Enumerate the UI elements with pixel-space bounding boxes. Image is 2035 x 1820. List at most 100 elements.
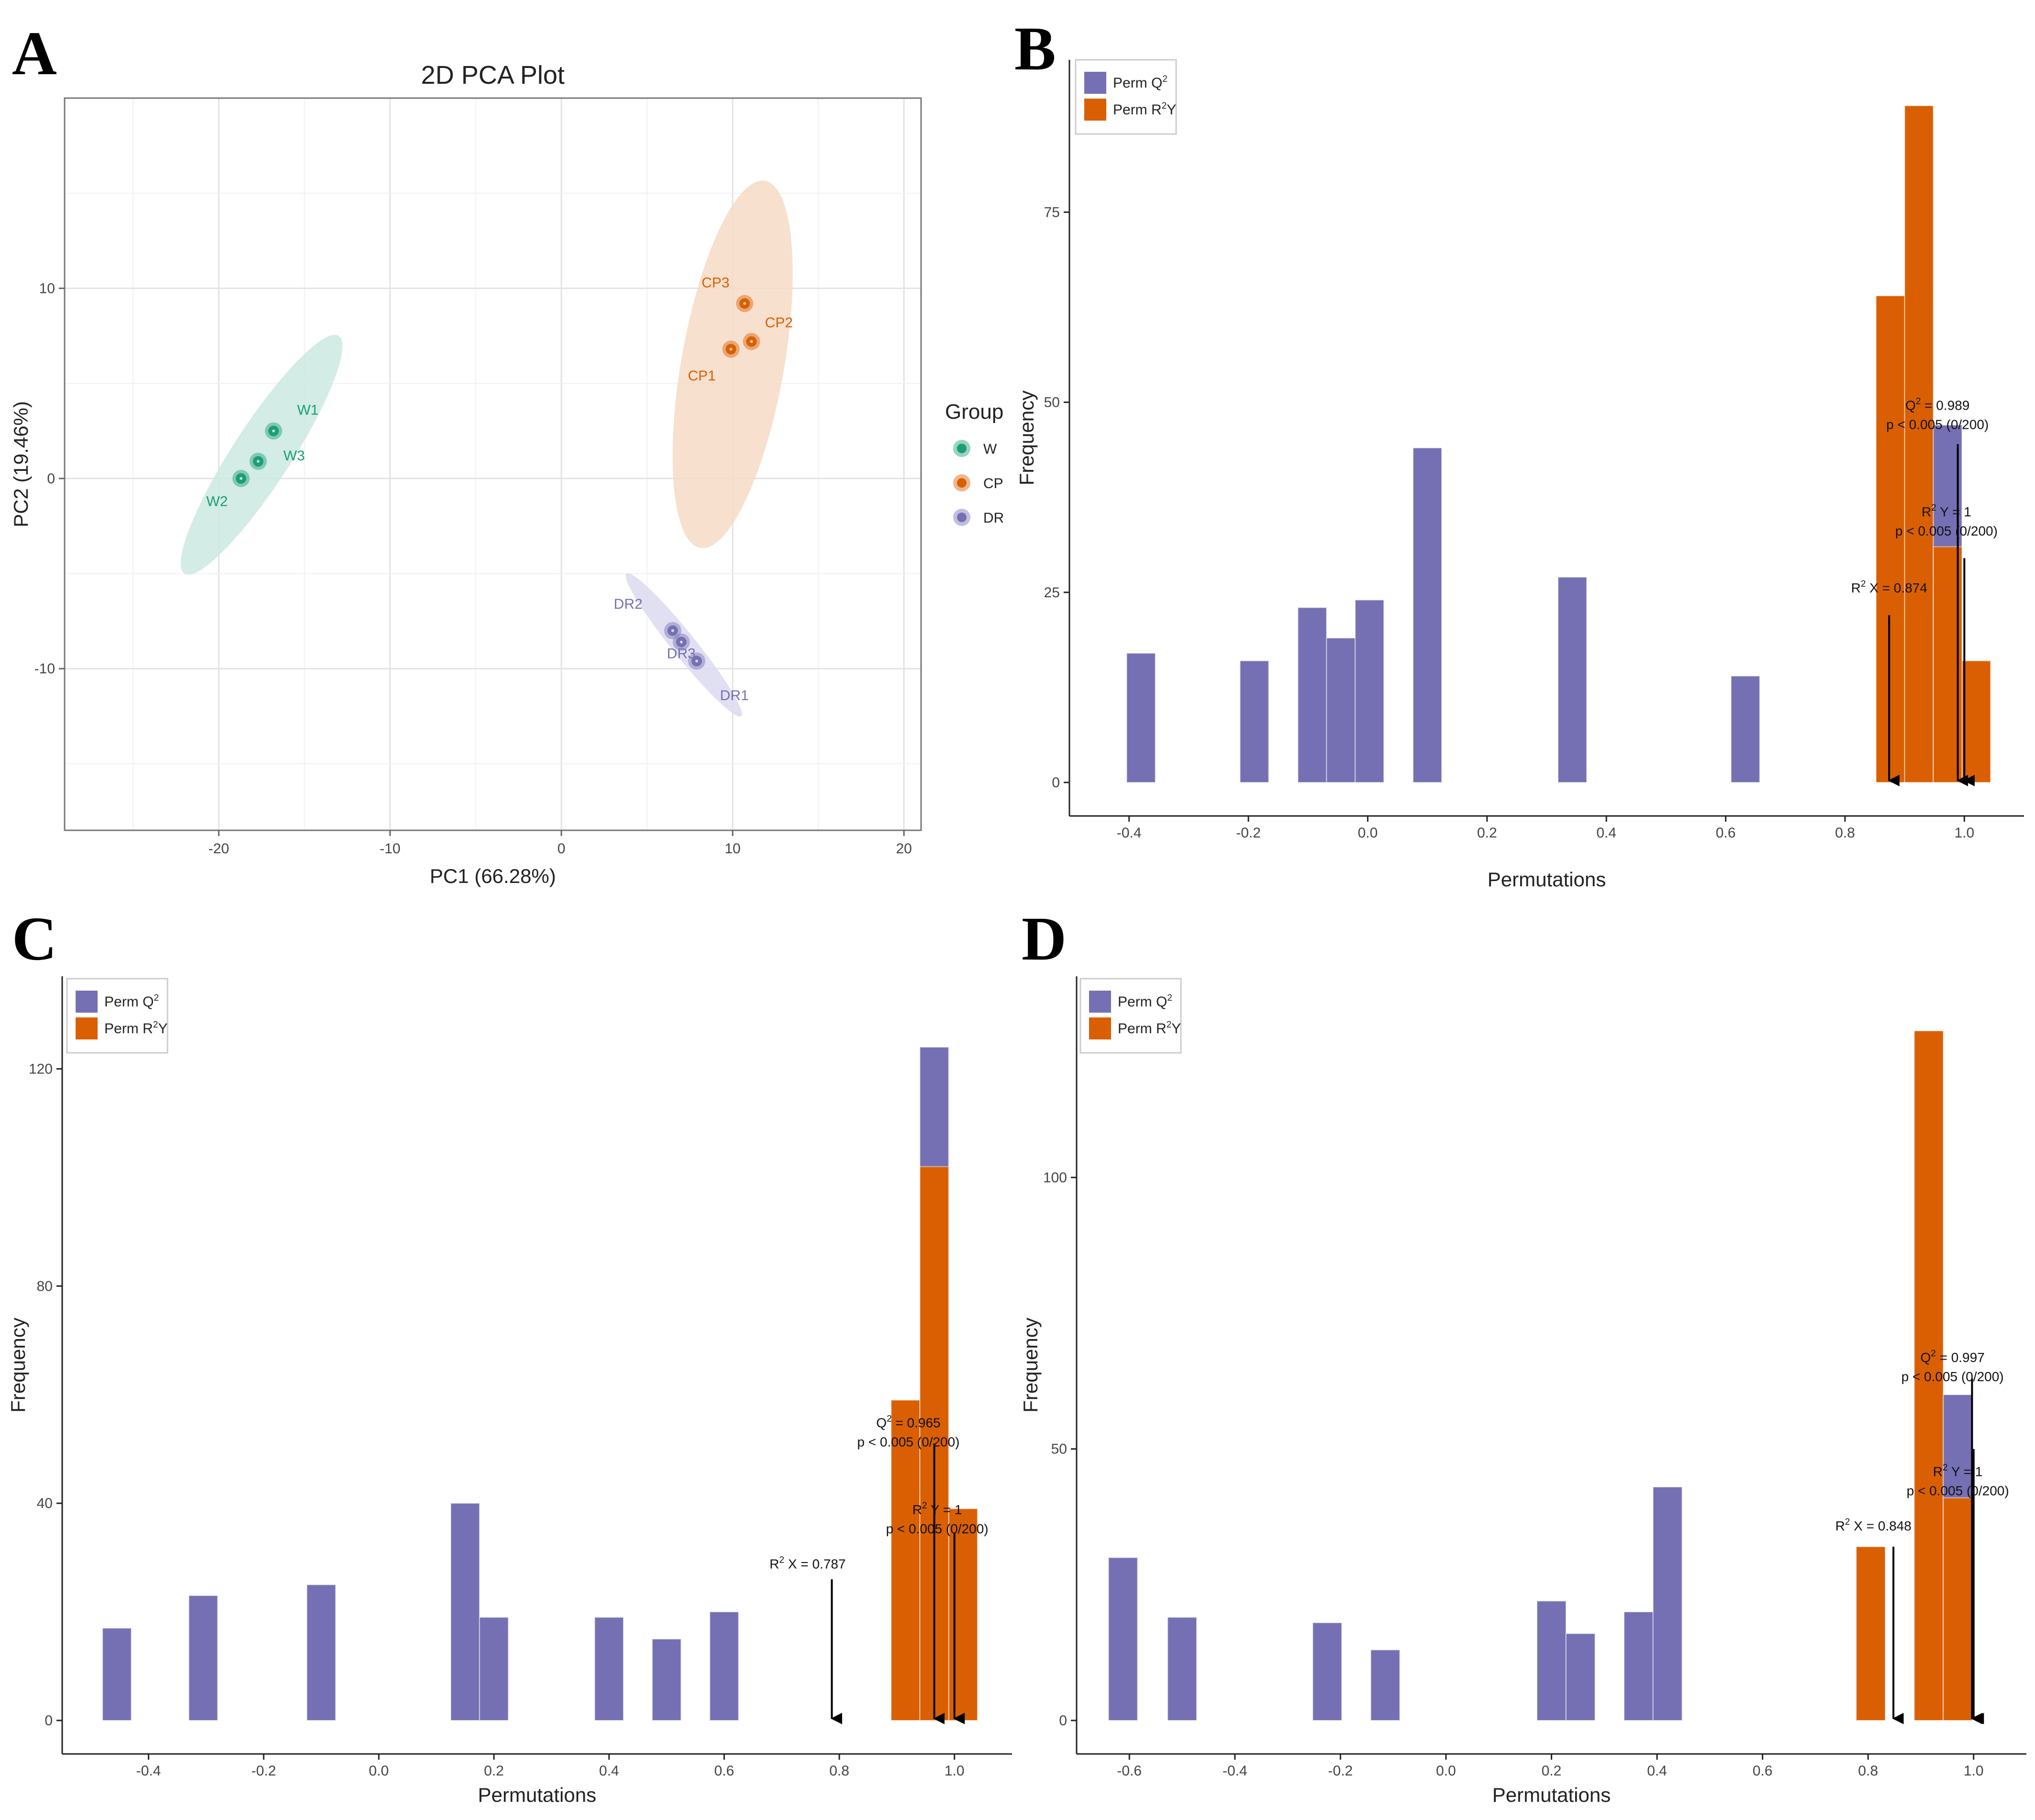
annotation-superscript: 2	[1931, 503, 1936, 513]
point-label-dr2: DR2	[614, 596, 643, 612]
y-axis-title: PC2 (19.46%)	[10, 401, 32, 527]
x-tick-label: 0.4	[599, 1763, 619, 1779]
legend-label-part: Perm Q	[1118, 994, 1167, 1010]
legend-key-perm-q2	[1084, 72, 1106, 94]
annotation-text: R2 Y = 1	[912, 1501, 962, 1517]
x-tick-label: 0.8	[1858, 1763, 1878, 1779]
legend-key-perm-r2y	[76, 1017, 98, 1039]
point-label-dr1: DR1	[720, 688, 749, 703]
x-tick-label: 10	[725, 841, 741, 857]
legend-box	[1079, 978, 1182, 1054]
y-tick-label: 0	[47, 471, 55, 487]
y-tick-label: 40	[37, 1496, 53, 1511]
y-tick-label: 75	[1044, 204, 1060, 220]
x-tick-label: -0.4	[136, 1763, 161, 1779]
annotation-text-part: X = 0.874	[1866, 581, 1927, 595]
x-axis-title: Permutations	[1492, 1784, 1611, 1806]
annotation-text-part: X = 0.787	[784, 1556, 845, 1571]
x-tick-label: 0.2	[1477, 825, 1497, 841]
x-tick-label: 0.0	[1358, 825, 1378, 841]
y-axis-title: Frequency	[7, 1318, 29, 1412]
x-tick-label: 0.8	[829, 1763, 849, 1779]
point-label-cp1: CP1	[688, 368, 716, 384]
bar-perm-r2y	[948, 1508, 978, 1721]
annotation-text: Q2 = 0.989	[1905, 396, 1969, 413]
legend-key-perm-r2y	[1084, 99, 1106, 121]
legend-label-superscript: 2	[1167, 1020, 1172, 1030]
x-axis-title: Permutations	[478, 1784, 596, 1806]
bar-perm-q2	[1624, 1611, 1654, 1721]
x-tick-label: -0.4	[1223, 1763, 1247, 1779]
annotation-text-part: R	[1933, 1464, 1943, 1479]
bar-perm-r2y	[1904, 105, 1934, 783]
data-point-center	[679, 640, 683, 644]
x-tick-label: 20	[896, 841, 912, 857]
legend-box	[66, 978, 168, 1054]
annotation-text-part: p < 0.005 (0/200)	[1907, 1483, 2009, 1498]
y-axis-title: Frequency	[1019, 1318, 1042, 1412]
annotation-text-part: = 0.965	[892, 1415, 941, 1430]
legend-key-dr	[957, 513, 967, 522]
legend-label-perm-q2: Perm Q2	[104, 993, 159, 1010]
legend-label-superscript: 2	[1162, 74, 1168, 84]
permutation-histogram-c: -0.4 -0.2 0.0 0.2 0.4 0.6 0.8 1.0 0 40 80 120 Permut…	[7, 976, 1012, 1806]
x-tick-label: 0.6	[1716, 825, 1736, 841]
bar-perm-r2y	[1875, 295, 1905, 783]
legend-label-w: W	[983, 441, 997, 457]
bar-perm-r2y-overlap	[1943, 1497, 1973, 1721]
legend-label-perm-r2y: Perm R2Y	[104, 1020, 167, 1037]
annotation-text: R2 X = 0.848	[1835, 1517, 1912, 1533]
annotation-text: R2 X = 0.787	[769, 1555, 845, 1571]
y-tick-label: -10	[34, 661, 55, 677]
legend-label-part: Perm Q	[104, 994, 154, 1010]
y-tick-label: 0	[1052, 775, 1060, 791]
annotation-text-part: R	[1922, 504, 1931, 519]
legend-label-perm-q2: Perm Q2	[1113, 74, 1168, 91]
x-tick-label: -0.4	[1117, 825, 1142, 841]
legend-key-w	[957, 444, 967, 453]
annotation-text-part: X = 0.848	[1850, 1519, 1911, 1533]
legend-label-part: Y	[1167, 102, 1176, 118]
annotation-text-part: p < 0.005 (0/200)	[1886, 417, 1989, 432]
x-tick-label: -10	[380, 841, 400, 857]
annotation-text: p < 0.005 (0/200)	[886, 1521, 989, 1536]
data-point-center	[272, 429, 275, 433]
annotation-superscript: 2	[1943, 1463, 1948, 1473]
x-tick-label: -0.2	[1236, 825, 1261, 841]
bar-perm-r2y	[890, 1399, 921, 1721]
bar-perm-q2	[1297, 607, 1327, 783]
annotation-superscript: 2	[1931, 1349, 1936, 1359]
annotation-text: R2 Y = 1	[1922, 503, 1971, 519]
annotation-text-part: = 0.997	[1936, 1350, 1985, 1365]
bar-perm-q2	[102, 1628, 132, 1721]
bar-perm-q2	[1730, 675, 1760, 783]
point-label-w3: W3	[283, 448, 305, 464]
panel-letter-d: D	[1022, 904, 1067, 973]
x-tick-label: 0.2	[484, 1763, 504, 1779]
x-tick-label: 1.0	[1954, 825, 1974, 841]
plot-frame	[64, 97, 922, 831]
legend-label-superscript: 2	[153, 1020, 158, 1030]
legend-label-part: Perm R	[1113, 102, 1162, 118]
annotation-text-part: p < 0.005 (0/200)	[886, 1521, 989, 1536]
y-tick-label: 0	[44, 1713, 53, 1729]
point-label-w1: W1	[297, 402, 319, 418]
permutation-histogram-b: -0.4 -0.2 0.0 0.2 0.4 0.6 0.8 1.0 0 25 50 75 Permuta…	[1015, 59, 2024, 891]
bar-perm-q2	[450, 1503, 480, 1721]
legend-key-perm-r2y	[1089, 1017, 1111, 1039]
x-tick-label: -20	[209, 841, 229, 857]
annotation-text: p < 0.005 (0/200)	[1886, 417, 1989, 432]
annotation-text: p < 0.005 (0/200)	[1907, 1483, 2009, 1498]
legend-label-part: Y	[1171, 1021, 1181, 1037]
y-tick-label: 80	[37, 1278, 53, 1294]
data-point-center	[695, 659, 699, 663]
legend-label-cp: CP	[983, 476, 1003, 491]
confidence-ellipse-cp	[672, 180, 793, 548]
data-point-center	[239, 477, 243, 480]
bar-perm-q2	[1370, 1649, 1401, 1721]
annotation-text-part: Y = 1	[1948, 1464, 1983, 1479]
pca-plot-panel: W1 W3 W2 CP3 CP2 CP1 DR2 DR3 DR1 -20 -10 0 10 20 -10 0 1…	[10, 61, 1004, 887]
panel-letter-c: C	[12, 904, 57, 973]
data-point-center	[750, 340, 753, 343]
x-tick-label: 1.0	[1964, 1763, 1984, 1779]
